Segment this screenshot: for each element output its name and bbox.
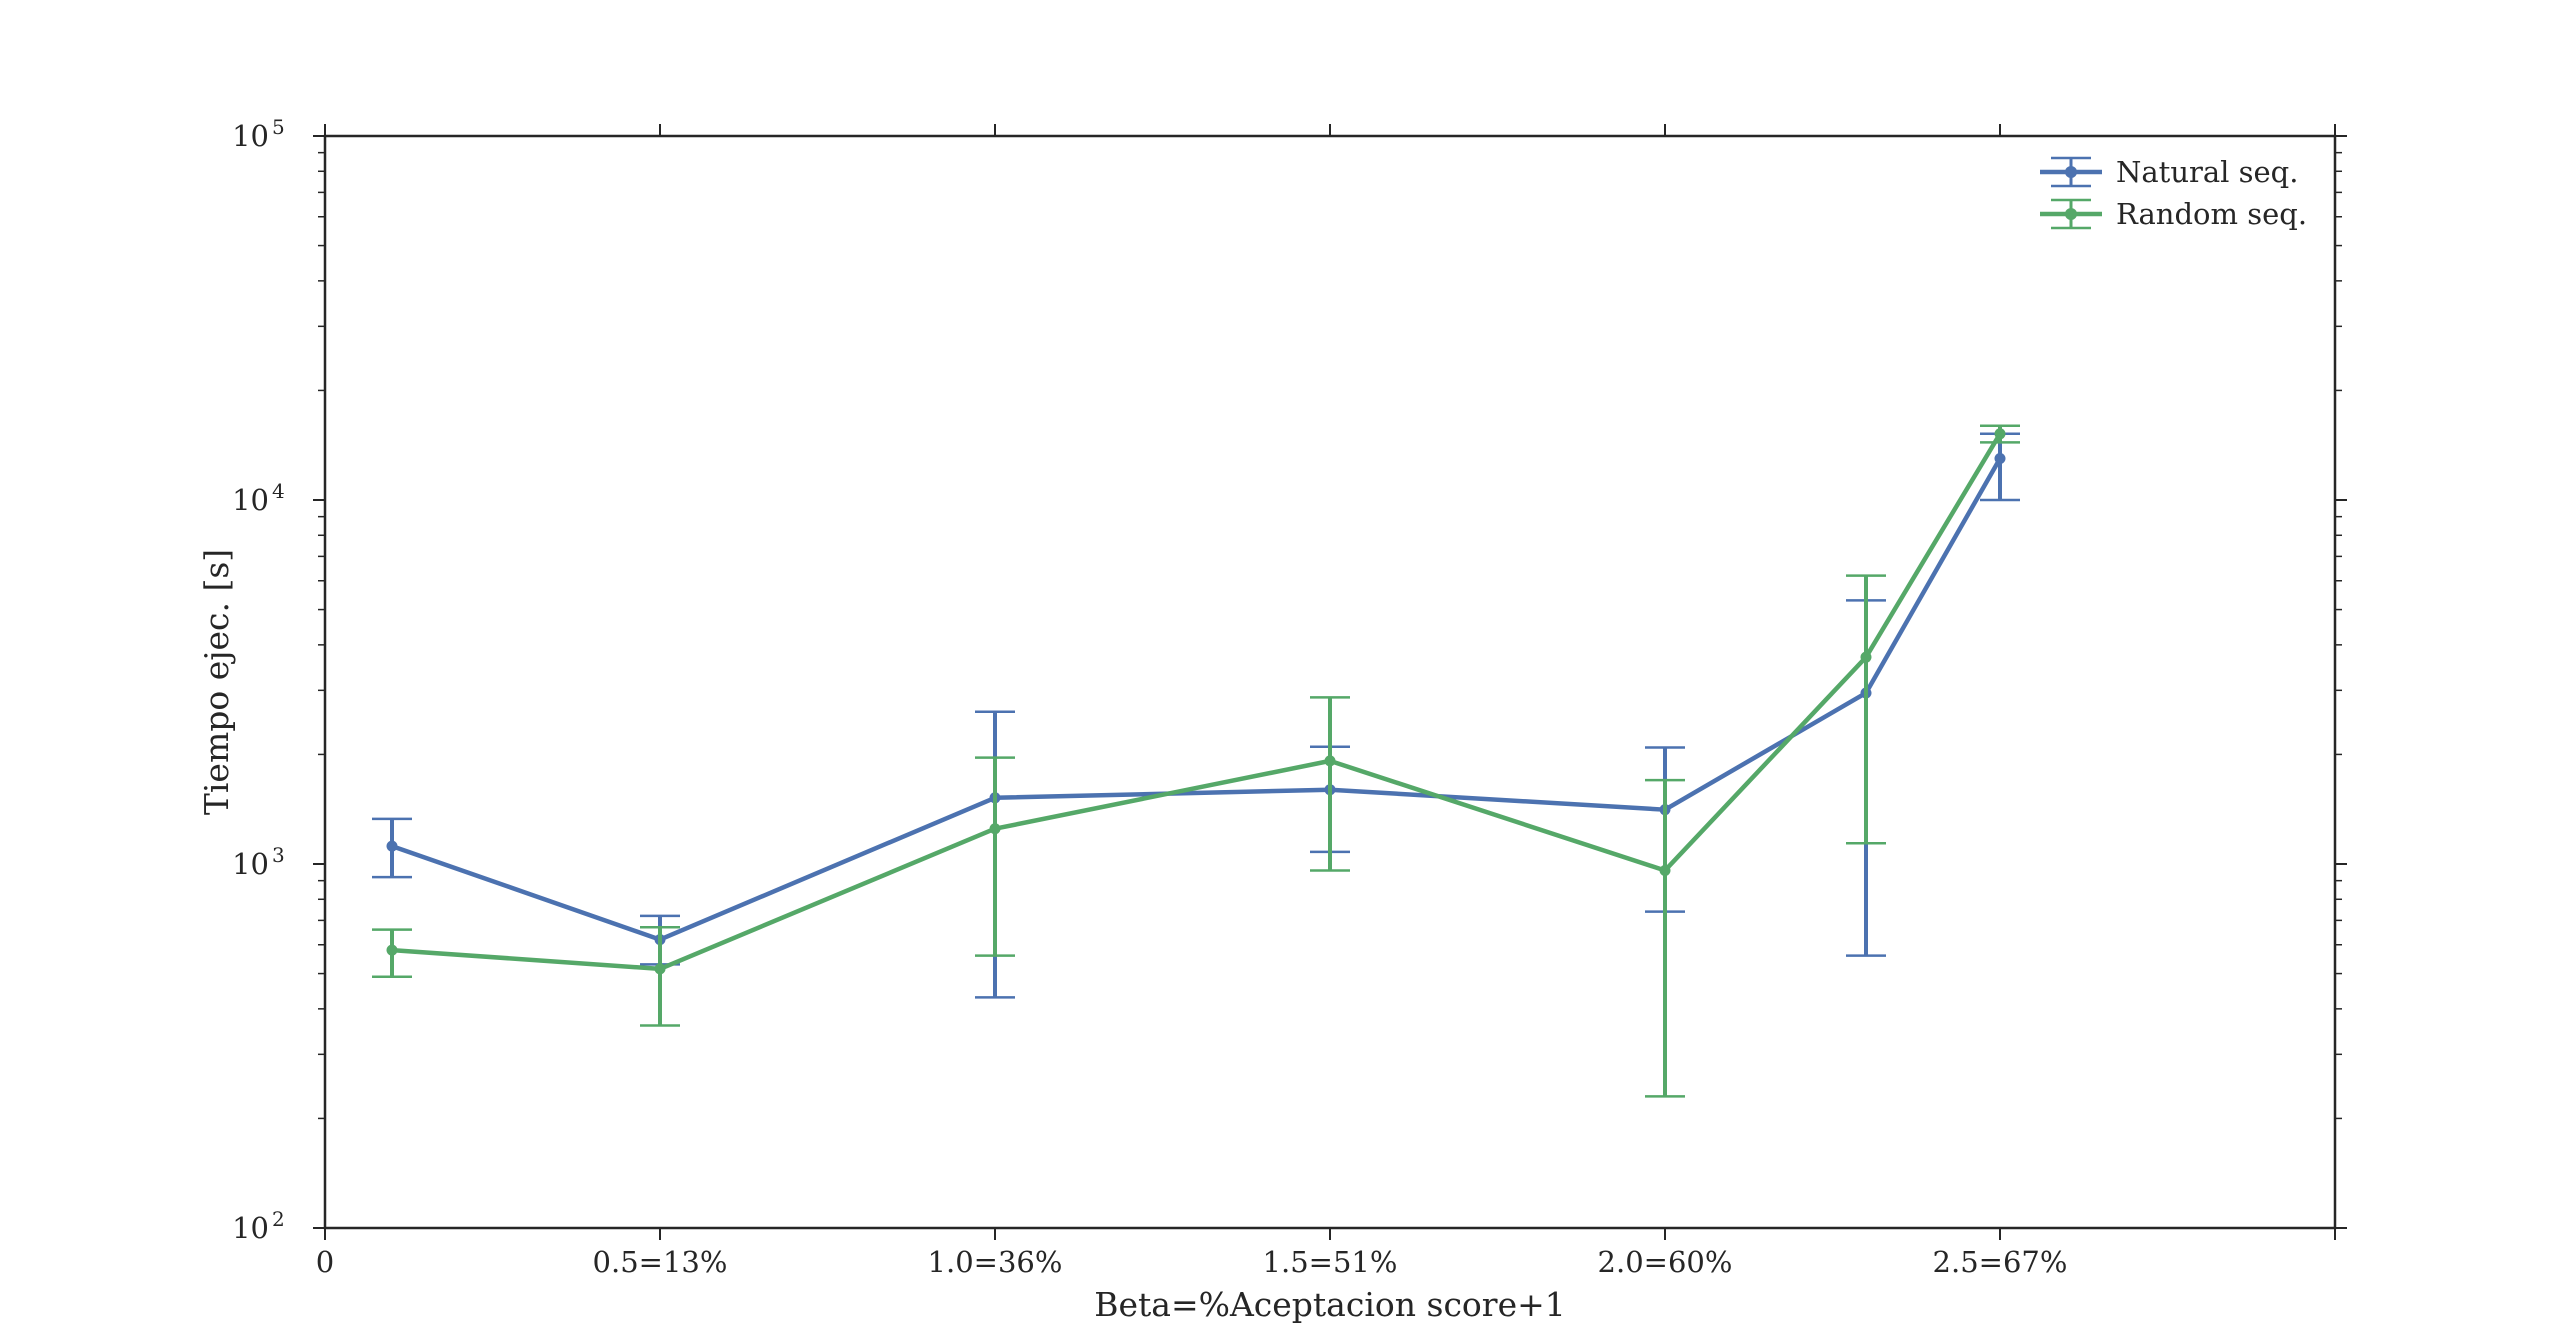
data-point [1860, 651, 1872, 663]
plot-frame [323, 134, 2337, 1230]
x-tick-label: 0 [316, 1245, 334, 1279]
data-point [1994, 428, 2006, 440]
y-axis-title: Tiempo ejec. [s] [197, 549, 236, 815]
y-tick-base: 10 [232, 1211, 269, 1245]
y-tick-label: 10 [232, 847, 269, 881]
legend-marker [2065, 208, 2077, 220]
x-axis-title: Beta=%Aceptacion score+1 [1094, 1285, 1566, 1324]
y-tick-exponent: 3 [272, 843, 285, 867]
y-tick-exponent: 5 [272, 115, 285, 139]
x-tick-label: 0.5=13% [593, 1245, 728, 1279]
legend-marker [2065, 166, 2077, 178]
x-tick-label: 1.5=51% [1263, 1245, 1398, 1279]
y-tick-exponent: 2 [272, 1207, 285, 1231]
y-tick-label: 10 [232, 483, 269, 517]
x-tick-label: 2.5=67% [1933, 1245, 2068, 1279]
data-point [989, 823, 1001, 835]
y-tick-base: 10 [232, 483, 269, 517]
legend-item: Random seq. [2040, 197, 2307, 231]
y-tick-base: 10 [232, 119, 269, 153]
y-tick-label: 10 [232, 1211, 269, 1245]
legend: Natural seq. Random seq. [2040, 155, 2307, 231]
series-2 [372, 424, 2020, 1098]
series-layer [372, 424, 2020, 1098]
y-tick-base: 10 [232, 847, 269, 881]
x-tick-label: 2.0=60% [1598, 1245, 1733, 1279]
legend-label: Random seq. [2116, 197, 2307, 231]
data-point [386, 840, 398, 852]
data-point [1659, 864, 1671, 876]
legend-item: Natural seq. [2040, 155, 2298, 189]
data-point [386, 944, 398, 956]
tick-labels: 0 0.5=13% 1.0=36% 1.5=51% 2.0=60% 2.5=67%10 21… [232, 115, 2067, 1279]
data-point [1324, 755, 1336, 767]
legend-label: Natural seq. [2116, 155, 2298, 189]
data-point [1994, 453, 2006, 465]
y-tick-label: 10 [232, 119, 269, 153]
y-tick-exponent: 4 [272, 479, 285, 503]
data-point [654, 963, 666, 975]
x-tick-label: 1.0=36% [928, 1245, 1063, 1279]
